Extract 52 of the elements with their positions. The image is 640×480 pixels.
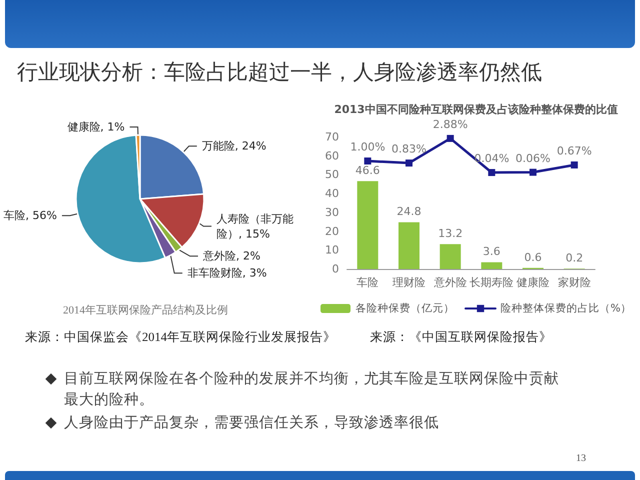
source-note: 来源：中国保监会《2014年互联网保险行业发展报告》 [25,329,336,346]
y-tick-label: 0 [332,262,339,276]
text: 人身险由于产品复杂，需要强信任关系，导致渗透率很低 [64,414,440,433]
text: 2014年互联网保险产品结构及比例 [63,304,228,316]
x-tick-label: 意外险 [432,276,467,289]
bar [357,181,378,269]
slice-label: 非车险财险, 3% [187,266,267,280]
slice-label: 意外险, 2% [202,250,260,263]
data-label: 0.6 [524,250,542,264]
y-tick-label: 10 [325,244,339,257]
data-label: 0.04% [474,152,510,166]
legend-label: 险种整体保费的占比（%） [500,302,632,314]
y-tick-label: 70 [325,130,339,144]
slice-label: 健康险, 1% [67,120,125,134]
y-tick-label: 20 [325,224,339,238]
data-label: 46.6 [355,164,380,178]
slice-label: 车险, 56% [3,209,57,222]
slice-label: 人寿险（非万能险）, 15% [216,212,294,240]
text: 目前互联网保险在各个险种的发展并不均衡，尤其车险是互联网保险中贡献最大的险种。 [64,370,560,410]
data-label: 13.2 [438,227,463,240]
y-tick-label: 40 [325,187,339,200]
text: 行业现状分析：车险占比超过一半，人身险渗透率仍然低 [17,59,542,86]
bar [398,222,420,269]
data-label: 2.88% [432,118,468,131]
x-tick-label: 车险 [356,276,379,289]
slice-label: 万能险, 24% [202,140,266,153]
data-label: 0.06% [516,152,550,165]
chart-title: 2013中国不同险种互联网保费及占该险种整体保费的比值 [334,103,618,116]
data-label: 24.8 [396,205,422,218]
data-label: 0.67% [556,144,592,158]
source-note: 来源：《中国互联网保险报告》 [370,329,552,346]
x-tick-label: 家财险 [558,276,591,289]
point [488,169,496,176]
x-tick-label: 健康险 [516,276,550,289]
point [406,160,412,167]
y-tick-label: 60 [325,149,339,162]
point [364,158,372,164]
point [446,134,454,142]
data-label: 1.00% [350,140,386,154]
point [530,168,536,176]
bar [440,244,461,269]
bar [481,262,502,269]
x-tick-label: 理财险 [392,276,426,289]
data-label: 0.2 [566,252,584,265]
y-tick-label: 50 [325,168,339,182]
y-tick-label: 30 [325,206,339,219]
x-tick-label: 长期寿险 [470,276,514,289]
legend-label: 各险种保费（亿元） [356,302,455,314]
data-label: 3.6 [482,245,500,258]
point [570,161,578,168]
text: 13 [576,453,586,464]
data-label: 0.83% [392,142,426,156]
